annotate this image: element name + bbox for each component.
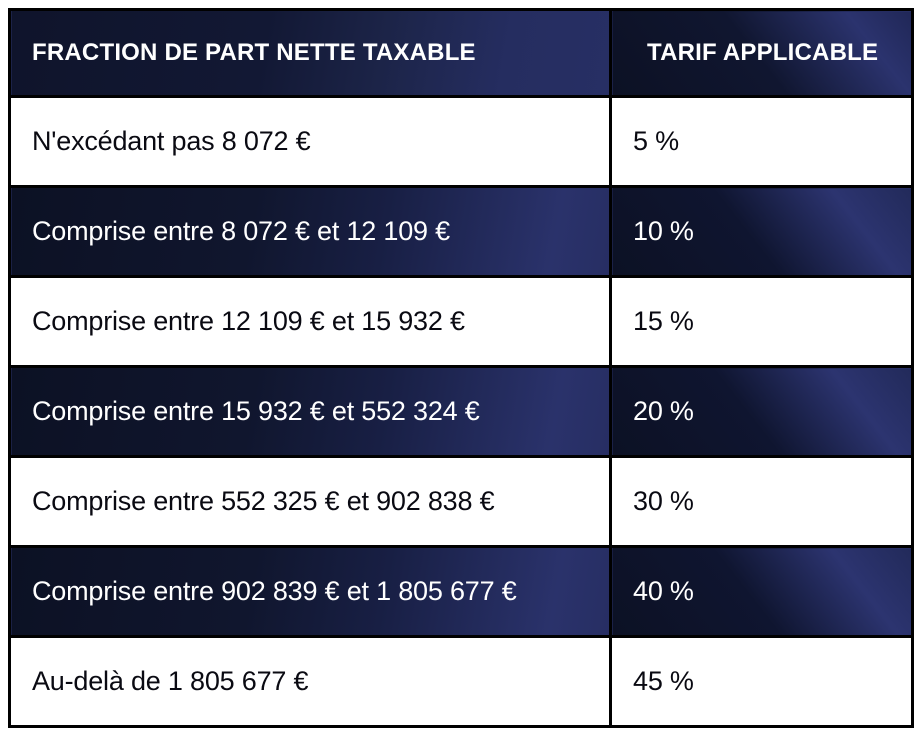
tax-rate-table: FRACTION DE PART NETTE TAXABLE TARIF APP… bbox=[8, 8, 914, 728]
column-header-tarif: TARIF APPLICABLE bbox=[609, 8, 914, 98]
table-row: Comprise entre 8 072 € et 12 109 € 10 % bbox=[8, 185, 914, 278]
column-header-fraction: FRACTION DE PART NETTE TAXABLE bbox=[8, 8, 612, 98]
header-row: FRACTION DE PART NETTE TAXABLE TARIF APP… bbox=[8, 8, 914, 98]
fraction-cell: Comprise entre 552 325 € et 902 838 € bbox=[8, 455, 612, 548]
table-row: Au-delà de 1 805 677 € 45 % bbox=[8, 635, 914, 728]
fraction-cell: Comprise entre 902 839 € et 1 805 677 € bbox=[8, 545, 612, 638]
fraction-cell: Comprise entre 12 109 € et 15 932 € bbox=[8, 275, 612, 368]
tarif-cell: 45 % bbox=[609, 635, 914, 728]
table-row: Comprise entre 15 932 € et 552 324 € 20 … bbox=[8, 365, 914, 458]
table-row: Comprise entre 902 839 € et 1 805 677 € … bbox=[8, 545, 914, 638]
fraction-cell: Comprise entre 15 932 € et 552 324 € bbox=[8, 365, 612, 458]
tarif-cell: 30 % bbox=[609, 455, 914, 548]
table-row: N'excédant pas 8 072 € 5 % bbox=[8, 95, 914, 188]
tarif-cell: 10 % bbox=[609, 185, 914, 278]
tarif-cell: 40 % bbox=[609, 545, 914, 638]
fraction-cell: N'excédant pas 8 072 € bbox=[8, 95, 612, 188]
table-row: Comprise entre 12 109 € et 15 932 € 15 % bbox=[8, 275, 914, 368]
fraction-cell: Comprise entre 8 072 € et 12 109 € bbox=[8, 185, 612, 278]
table-row: Comprise entre 552 325 € et 902 838 € 30… bbox=[8, 455, 914, 548]
fraction-cell: Au-delà de 1 805 677 € bbox=[8, 635, 612, 728]
tarif-cell: 20 % bbox=[609, 365, 914, 458]
tarif-cell: 15 % bbox=[609, 275, 914, 368]
tarif-cell: 5 % bbox=[609, 95, 914, 188]
